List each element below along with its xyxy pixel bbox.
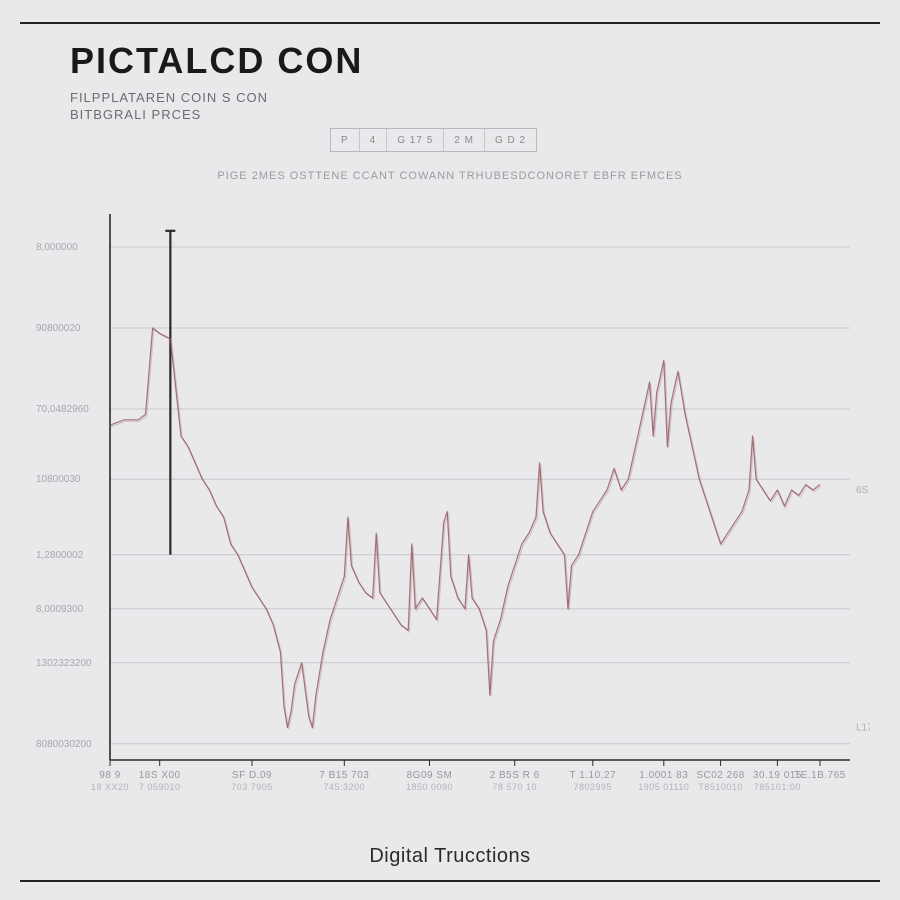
bottom-rule bbox=[20, 880, 880, 882]
subtitle-1: FILPPLATAREN COIN S CON bbox=[70, 90, 363, 105]
y-tick-label: 90800020 bbox=[36, 323, 81, 334]
x-tick-sublabel: 745:3200 bbox=[324, 782, 366, 792]
legend-item: 4 bbox=[360, 129, 388, 151]
price-line bbox=[110, 328, 820, 728]
footer-label: Digital Trucctions bbox=[0, 845, 900, 868]
x-tick-label: 7 B15 703 bbox=[319, 770, 369, 781]
chart-area: 8,000000 90800020 70,0482960 10800030 1,2800… bbox=[30, 200, 870, 810]
y-tick-label: 1302323200 bbox=[36, 658, 92, 669]
x-tick-label: T 1.10.27 bbox=[570, 770, 617, 781]
x-tick-sublabel: 703 7905 bbox=[231, 782, 273, 792]
x-tick-label: 1.0001 83 bbox=[639, 770, 688, 781]
price-line-shadow bbox=[111, 330, 821, 730]
y-tick-label: 1,2800002 bbox=[36, 550, 84, 561]
x-tick-label: TE.1B.765 bbox=[794, 770, 846, 781]
chart-caption: PIGE 2MES OSTTENE CCANT COWANN TRHUBESDC… bbox=[0, 170, 900, 182]
x-tick-sublabel: 78 570 10 bbox=[492, 782, 537, 792]
x-tick-label: SF D.09 bbox=[232, 770, 272, 781]
subtitle-2: BITBGRALI PRCES bbox=[70, 107, 363, 122]
x-tick-sublabel: 7 059010 bbox=[139, 782, 181, 792]
x-tick-label: SC02 268 bbox=[696, 770, 744, 781]
price-chart: 8,000000 90800020 70,0482960 10800030 1,2800… bbox=[30, 200, 870, 810]
x-tick-sublabel: 1905 01110 bbox=[638, 782, 689, 792]
y-tick-label: 10800030 bbox=[36, 474, 81, 485]
top-rule bbox=[20, 22, 880, 24]
legend-item: G 17 5 bbox=[387, 129, 444, 151]
y-tick-label: 8,000000 bbox=[36, 242, 78, 253]
x-tick-label: 18S X00 bbox=[139, 770, 181, 781]
header: PICTALCD CON FILPPLATAREN COIN S CON BIT… bbox=[70, 40, 363, 122]
page-title: PICTALCD CON bbox=[70, 40, 363, 82]
x-tick-sublabel: 18 XX20 bbox=[91, 782, 129, 792]
legend-item: 2 M bbox=[444, 129, 485, 151]
legend-box: P4G 17 52 MG D 2 bbox=[330, 128, 537, 152]
x-tick-label: 98 9 bbox=[99, 770, 120, 781]
x-tick-sublabel: 7802995 bbox=[574, 782, 613, 792]
right-axis-label: L170K bbox=[856, 723, 870, 734]
y-tick-label: 8080030200 bbox=[36, 739, 92, 750]
legend-item: P bbox=[331, 129, 360, 151]
y-tick-label: 70,0482960 bbox=[36, 404, 89, 415]
x-tick-label: 8G09 SM bbox=[407, 770, 453, 781]
right-axis-label: 6S 3 X1 806 bbox=[856, 485, 870, 496]
legend-item: G D 2 bbox=[485, 129, 536, 151]
x-tick-sublabel: T8510010 bbox=[698, 782, 743, 792]
x-tick-sublabel: 785101:00 bbox=[754, 782, 801, 792]
y-tick-label: 8,0009300 bbox=[36, 604, 84, 615]
x-tick-sublabel: 1850 0090 bbox=[406, 782, 453, 792]
x-tick-label: 2 B5S R 6 bbox=[490, 770, 540, 781]
page-root: PICTALCD CON FILPPLATAREN COIN S CON BIT… bbox=[0, 0, 900, 900]
